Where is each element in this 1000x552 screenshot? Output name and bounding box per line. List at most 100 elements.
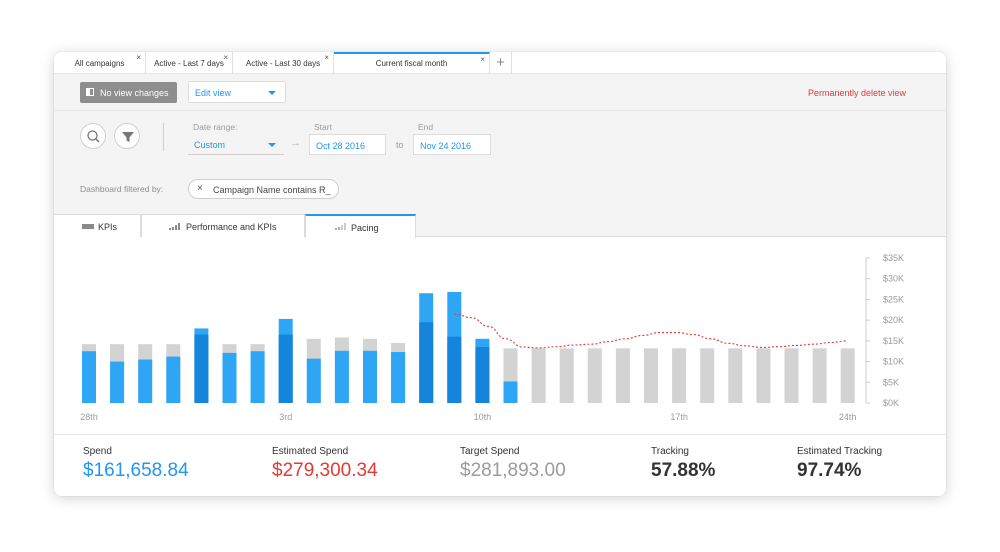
metric-target-spend: Target Spend $281,893.00: [460, 446, 566, 482]
y-tick-label: $10K: [883, 357, 904, 367]
metric-value: $279,300.34: [272, 460, 378, 481]
search-icon: [87, 130, 100, 143]
y-tick-label: $25K: [883, 294, 904, 304]
tab-close-icon[interactable]: ×: [324, 53, 329, 62]
tab-all-campaigns[interactable]: All campaigns ×: [54, 52, 146, 74]
edit-view-label: Edit view: [195, 88, 232, 98]
metric-value: $161,658.84: [83, 460, 189, 481]
no-view-changes-label: No view changes: [100, 88, 169, 98]
tab-label: All campaigns: [74, 59, 125, 68]
tab-label: Current fiscal month: [375, 59, 448, 68]
edit-view-dropdown[interactable]: Edit view: [188, 81, 286, 103]
dashboard-filter-label: Dashboard filtered by:: [80, 184, 164, 194]
view-tab-bar: All campaigns × Active - Last 7 days × A…: [54, 52, 946, 74]
tab-pacing[interactable]: Pacing: [305, 214, 416, 238]
tab-close-icon[interactable]: ×: [223, 53, 228, 62]
pacing-line: [454, 313, 848, 349]
budget-bar: [812, 348, 827, 403]
start-label: Start: [314, 122, 332, 132]
spend-bar: [334, 350, 349, 403]
spend-bar: [82, 351, 96, 403]
dashboard-view-tabs: KPIs Performance and KPIs Pacing: [54, 214, 946, 238]
filter-button[interactable]: [114, 123, 140, 149]
end-label: End: [418, 122, 434, 132]
spend-bar: [503, 381, 518, 403]
spend-bar: [306, 358, 321, 403]
budget-bar: [700, 348, 715, 403]
bar-chart-icon: [169, 223, 180, 230]
tab-label: Active - Last 30 days: [245, 59, 321, 68]
spend-bar: [250, 351, 265, 403]
spend-bar: [278, 334, 293, 403]
delete-view-link[interactable]: Permanently delete view: [807, 88, 906, 98]
spend-bar: [222, 352, 237, 403]
tab-label: Performance and KPIs: [186, 222, 277, 232]
tab-active-7-days[interactable]: Active - Last 7 days ×: [146, 52, 233, 74]
divider: [163, 123, 164, 151]
spend-bar: [419, 322, 434, 403]
spend-bar: [110, 361, 125, 403]
y-tick-label: $20K: [883, 315, 904, 325]
y-tick-label: $5K: [883, 377, 899, 387]
tab-kpis[interactable]: KPIs: [54, 214, 141, 237]
x-tick-label: 3rd: [279, 412, 292, 422]
filter-chip-label: Campaign Name contains R_: [213, 185, 331, 195]
search-button[interactable]: [80, 123, 106, 149]
metric-label: Spend: [83, 446, 112, 457]
spend-bar: [447, 336, 462, 403]
metric-label: Estimated Tracking: [797, 446, 883, 457]
close-icon[interactable]: ×: [197, 183, 203, 194]
tab-label: Active - Last 7 days: [154, 59, 224, 68]
date-range-value: Custom: [194, 140, 226, 150]
spend-bar: [138, 359, 153, 403]
x-tick-label: 28th: [80, 412, 98, 422]
y-tick-label: $30K: [883, 274, 904, 284]
x-tick-label: 17th: [670, 412, 688, 422]
summary-metrics: Spend $161,658.84 Estimated Spend $279,3…: [54, 434, 946, 496]
tab-close-icon[interactable]: ×: [480, 55, 485, 64]
x-tick-label: 10th: [474, 412, 492, 422]
budget-bar: [756, 348, 771, 403]
tab-current-fiscal-month[interactable]: Current fiscal month ×: [334, 52, 490, 74]
y-tick-label: $35K: [883, 253, 904, 263]
tab-performance-and-kpis[interactable]: Performance and KPIs: [141, 214, 305, 237]
pacing-icon: [335, 223, 346, 230]
metric-estimated-tracking: Estimated Tracking 97.74%: [797, 446, 882, 482]
add-tab-button[interactable]: +: [490, 52, 512, 74]
date-range-label: Date range:: [193, 122, 238, 132]
budget-bar: [559, 348, 574, 403]
tab-label: KPIs: [98, 222, 118, 232]
y-tick-label: $0K: [883, 398, 899, 408]
x-tick-label: 24th: [839, 412, 857, 422]
metric-value: $281,893.00: [460, 460, 566, 481]
arrow-right-icon: →: [290, 137, 301, 149]
metric-label: Target Spend: [460, 446, 520, 457]
tab-label: Pacing: [351, 223, 379, 233]
filter-chip[interactable]: × Campaign Name contains R_: [188, 179, 339, 199]
budget-bar: [784, 348, 799, 403]
date-filter-row: Date range: Custom → Start Oct 28 2016 t…: [54, 111, 946, 167]
dashboard-card: All campaigns × Active - Last 7 days × A…: [54, 52, 946, 496]
date-range-select[interactable]: Custom: [188, 134, 284, 155]
chevron-down-icon: [268, 143, 276, 147]
spend-bar: [391, 352, 406, 403]
end-date-value: Nov 24 2016: [420, 141, 472, 151]
tab-close-icon[interactable]: ×: [136, 53, 141, 62]
budget-bar: [615, 348, 630, 403]
metric-spend: Spend $161,658.84: [83, 446, 189, 482]
budget-bar: [531, 348, 546, 403]
metric-tracking: Tracking 57.88%: [651, 446, 715, 482]
budget-bar: [840, 348, 855, 403]
metric-label: Estimated Spend: [272, 446, 349, 457]
budget-bar: [728, 348, 743, 403]
end-date-input[interactable]: Nov 24 2016: [413, 134, 491, 155]
y-tick-label: $15K: [883, 336, 904, 346]
budget-bar: [587, 348, 602, 403]
dashboard-filter-row: Dashboard filtered by: × Campaign Name c…: [54, 167, 946, 214]
start-date-input[interactable]: Oct 28 2016: [309, 134, 386, 155]
no-view-changes-button[interactable]: No view changes: [80, 82, 177, 103]
filter-icon: [122, 132, 134, 142]
metric-label: Tracking: [651, 446, 689, 457]
metric-estimated-spend: Estimated Spend $279,300.34: [272, 446, 378, 482]
tab-active-30-days[interactable]: Active - Last 30 days ×: [233, 52, 334, 74]
